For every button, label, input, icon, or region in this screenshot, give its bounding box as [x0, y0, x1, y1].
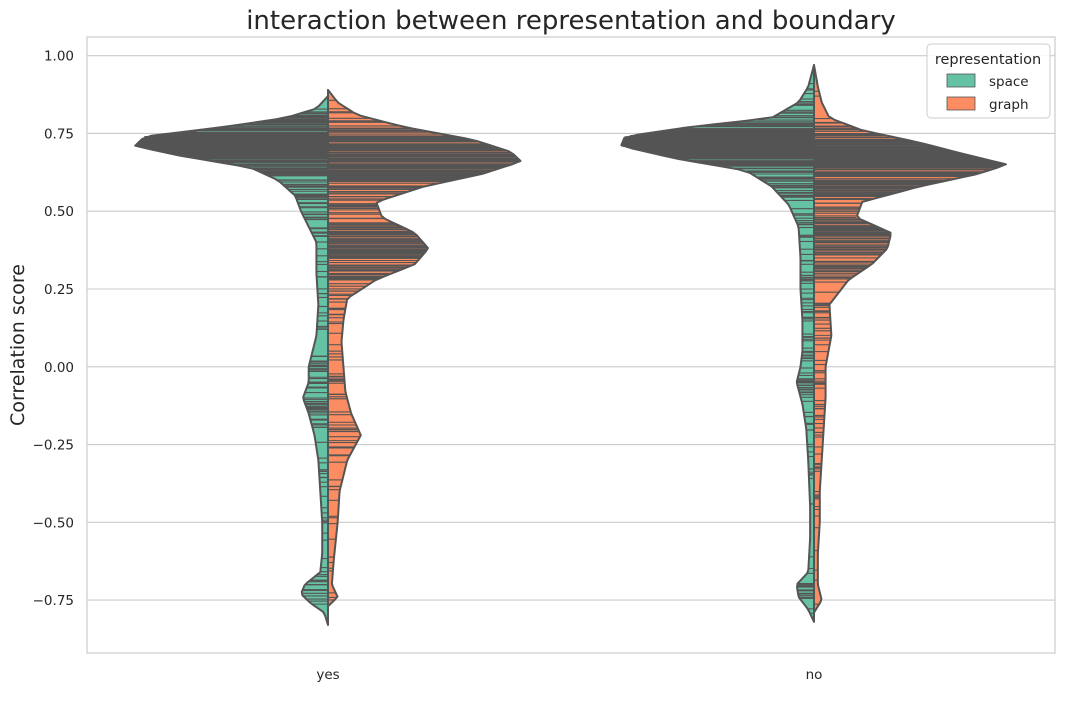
y-tick-label: 0.75 — [44, 126, 74, 142]
violin-half-graph-yes — [327, 88, 522, 608]
legend-swatch-space — [946, 73, 976, 88]
x-tick-label: no — [806, 667, 823, 683]
violin-outline — [813, 64, 1007, 614]
violin-outline — [134, 95, 329, 626]
legend[interactable]: representation space graph — [926, 43, 1051, 119]
legend-label-space: space — [989, 74, 1029, 90]
chart-title: interaction between representation and b… — [246, 6, 896, 36]
y-tick-labels: 1.00 0.75 0.50 0.25 0.00 −0.25 −0.50 −0.75 — [33, 49, 74, 609]
x-tick-label: yes — [316, 667, 339, 683]
y-tick-label: 0.00 — [44, 360, 74, 376]
legend-swatch-graph — [946, 96, 976, 111]
violin-outline — [620, 64, 815, 623]
y-tick-label: 0.50 — [44, 204, 74, 220]
violin-half-graph-no — [813, 64, 1007, 614]
violin-half-space-no — [620, 64, 815, 623]
legend-label-graph: graph — [989, 97, 1029, 113]
legend-title: representation — [935, 52, 1041, 68]
x-tick-labels: yes no — [316, 667, 822, 683]
y-tick-label: 0.25 — [44, 282, 74, 298]
y-tick-label: −0.75 — [33, 593, 74, 609]
violin-outline — [327, 88, 522, 608]
plot-frame — [86, 36, 1056, 654]
violin-body — [621, 65, 814, 622]
y-tick-label: 1.00 — [44, 49, 74, 65]
y-axis-label: Correlation score — [7, 264, 29, 426]
y-tick-label: −0.25 — [33, 438, 74, 454]
violins — [134, 64, 1007, 626]
y-tick-label: −0.50 — [33, 515, 74, 531]
violin-half-space-yes — [134, 95, 329, 626]
